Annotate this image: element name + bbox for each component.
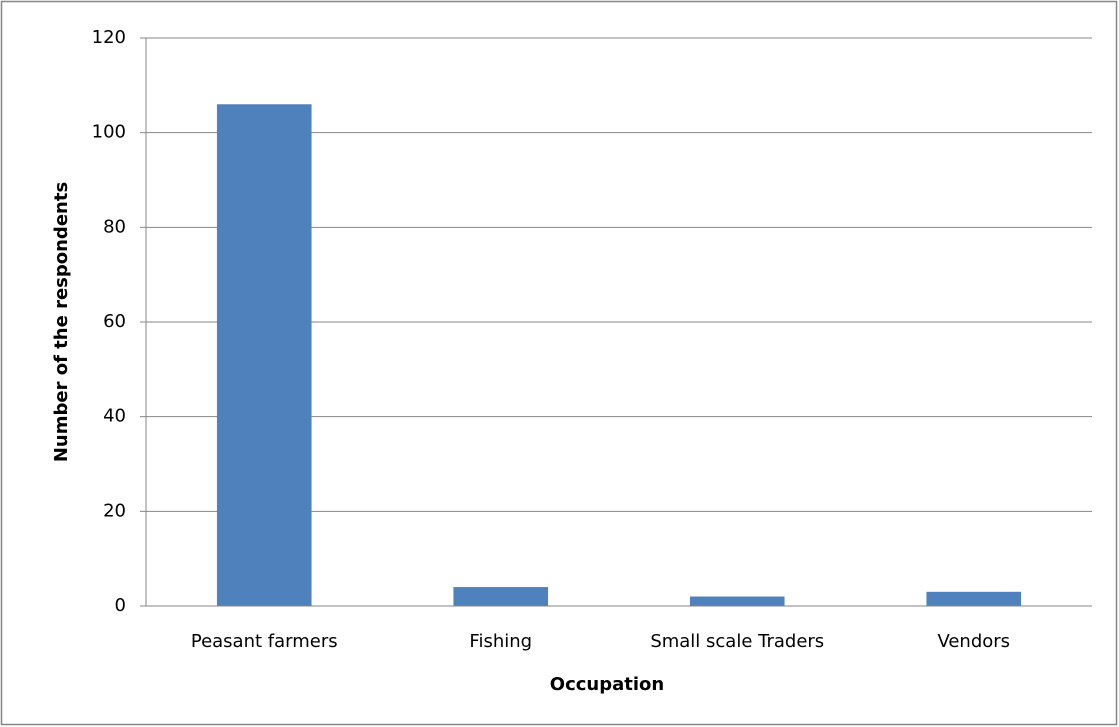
- y-tick-label: 120: [92, 27, 126, 48]
- bar: [453, 587, 549, 606]
- y-tick-label: 40: [103, 406, 126, 427]
- y-axis-title: Number of the respondents: [51, 182, 72, 462]
- x-tick-label: Vendors: [937, 631, 1010, 652]
- x-axis-title: Occupation: [550, 674, 664, 695]
- y-tick-label: 20: [103, 500, 126, 521]
- y-tick-label: 60: [103, 311, 126, 332]
- bar: [689, 596, 785, 606]
- y-tick-label: 100: [92, 122, 126, 143]
- y-tick-label: 80: [103, 216, 126, 237]
- x-tick-label: Small scale Traders: [650, 631, 824, 652]
- bar: [926, 591, 1022, 606]
- bar: [216, 104, 312, 607]
- x-tick-label: Peasant farmers: [191, 631, 338, 652]
- y-tick-label: 0: [115, 595, 126, 616]
- x-tick-label: Fishing: [469, 631, 532, 652]
